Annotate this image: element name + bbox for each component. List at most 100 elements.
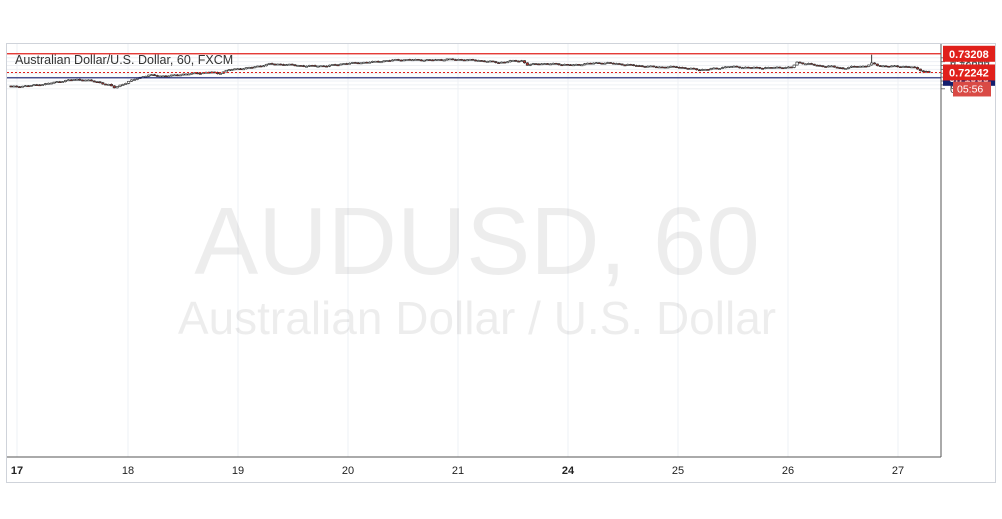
candle-body xyxy=(884,65,888,68)
candle-body xyxy=(829,65,833,68)
candle-body xyxy=(784,67,788,69)
candle-body xyxy=(494,61,498,63)
candle-body xyxy=(545,63,549,65)
candle-body xyxy=(419,59,423,62)
candle-body xyxy=(330,64,334,66)
candle-body xyxy=(152,74,156,76)
candle-body xyxy=(118,84,122,87)
candle-body xyxy=(850,65,854,68)
candle-body xyxy=(881,65,885,68)
candle-body xyxy=(580,64,584,67)
candle-body xyxy=(649,65,653,68)
candle-body xyxy=(98,81,102,84)
candle-body xyxy=(293,64,297,67)
candle-body xyxy=(413,59,417,61)
candle-body xyxy=(629,64,633,66)
candle-body xyxy=(247,67,251,69)
candle-body xyxy=(597,62,601,65)
candle-body xyxy=(253,66,257,69)
candle-body xyxy=(264,64,268,67)
candle-body xyxy=(560,64,564,67)
candle-body xyxy=(795,61,799,66)
candle-body xyxy=(500,61,504,64)
x-tick-label: 26 xyxy=(782,465,794,477)
candle-body xyxy=(339,63,343,66)
candle-body xyxy=(279,63,283,66)
candle-body xyxy=(660,66,664,69)
candle-body xyxy=(571,64,575,67)
candle-body xyxy=(568,64,572,66)
candle-body xyxy=(818,65,822,67)
candle-body xyxy=(890,65,894,68)
candle-body xyxy=(485,61,489,63)
candle-body xyxy=(534,63,538,65)
candle-body xyxy=(508,60,512,63)
candle-body xyxy=(749,67,753,69)
candle-body xyxy=(405,59,409,61)
candle-body xyxy=(692,67,696,70)
candle-body xyxy=(342,63,346,65)
candle-body xyxy=(302,65,306,67)
candle-body xyxy=(471,59,475,61)
candle-body xyxy=(738,66,742,69)
candle-body xyxy=(170,74,174,77)
candle-body xyxy=(322,65,326,68)
candle-body xyxy=(218,73,222,75)
x-tick-label: 17 xyxy=(11,465,23,477)
candle-body xyxy=(178,74,182,77)
candle-body xyxy=(64,80,68,82)
candle-body xyxy=(227,69,231,72)
candle-body xyxy=(683,67,687,69)
candle-body xyxy=(586,62,590,65)
candle-body xyxy=(20,85,24,88)
candle-body xyxy=(230,69,234,71)
candle-body xyxy=(69,79,73,82)
candle-body xyxy=(835,66,839,69)
candle-body xyxy=(520,60,524,62)
candle-body xyxy=(43,83,47,85)
candle-body xyxy=(164,75,168,78)
candle-body xyxy=(540,63,544,66)
candle-body xyxy=(718,68,722,70)
candle-body xyxy=(916,67,920,70)
candle-body xyxy=(147,74,151,77)
candle-body xyxy=(531,63,535,65)
candle-body xyxy=(482,60,486,63)
candle-body xyxy=(606,62,610,64)
candle-body xyxy=(537,63,541,66)
candle-body xyxy=(167,75,171,78)
last-price-label: 0.72242 xyxy=(949,67,989,79)
candle-body xyxy=(609,62,613,64)
candle-body xyxy=(697,69,701,72)
candle-body xyxy=(434,59,438,61)
candle-body xyxy=(786,66,790,69)
candle-body xyxy=(376,60,380,63)
candle-body xyxy=(913,66,917,69)
candle-body xyxy=(109,83,113,87)
candle-body xyxy=(155,75,159,77)
candle-body xyxy=(276,63,280,66)
level-label: 0.73208 xyxy=(949,49,989,61)
plot-background xyxy=(7,44,995,482)
candle-body xyxy=(81,79,85,82)
candle-body xyxy=(259,65,263,68)
candle-body xyxy=(353,62,357,64)
candle-body xyxy=(462,59,466,62)
candle-body xyxy=(402,59,406,62)
candle-body xyxy=(743,66,747,69)
candle-body xyxy=(858,66,862,68)
candle-body xyxy=(921,70,925,73)
candle-body xyxy=(632,64,636,66)
candle-body xyxy=(356,62,360,65)
candle-body xyxy=(316,65,320,68)
candle-body xyxy=(832,65,836,68)
candle-body xyxy=(267,63,271,65)
candle-body xyxy=(198,73,202,75)
candle-body xyxy=(399,59,403,62)
candle-body xyxy=(563,64,567,66)
candle-body xyxy=(511,60,515,62)
candle-body xyxy=(807,63,811,65)
candle-body xyxy=(778,66,782,69)
x-tick-label: 21 xyxy=(452,465,464,477)
x-tick-label: 18 xyxy=(122,465,134,477)
